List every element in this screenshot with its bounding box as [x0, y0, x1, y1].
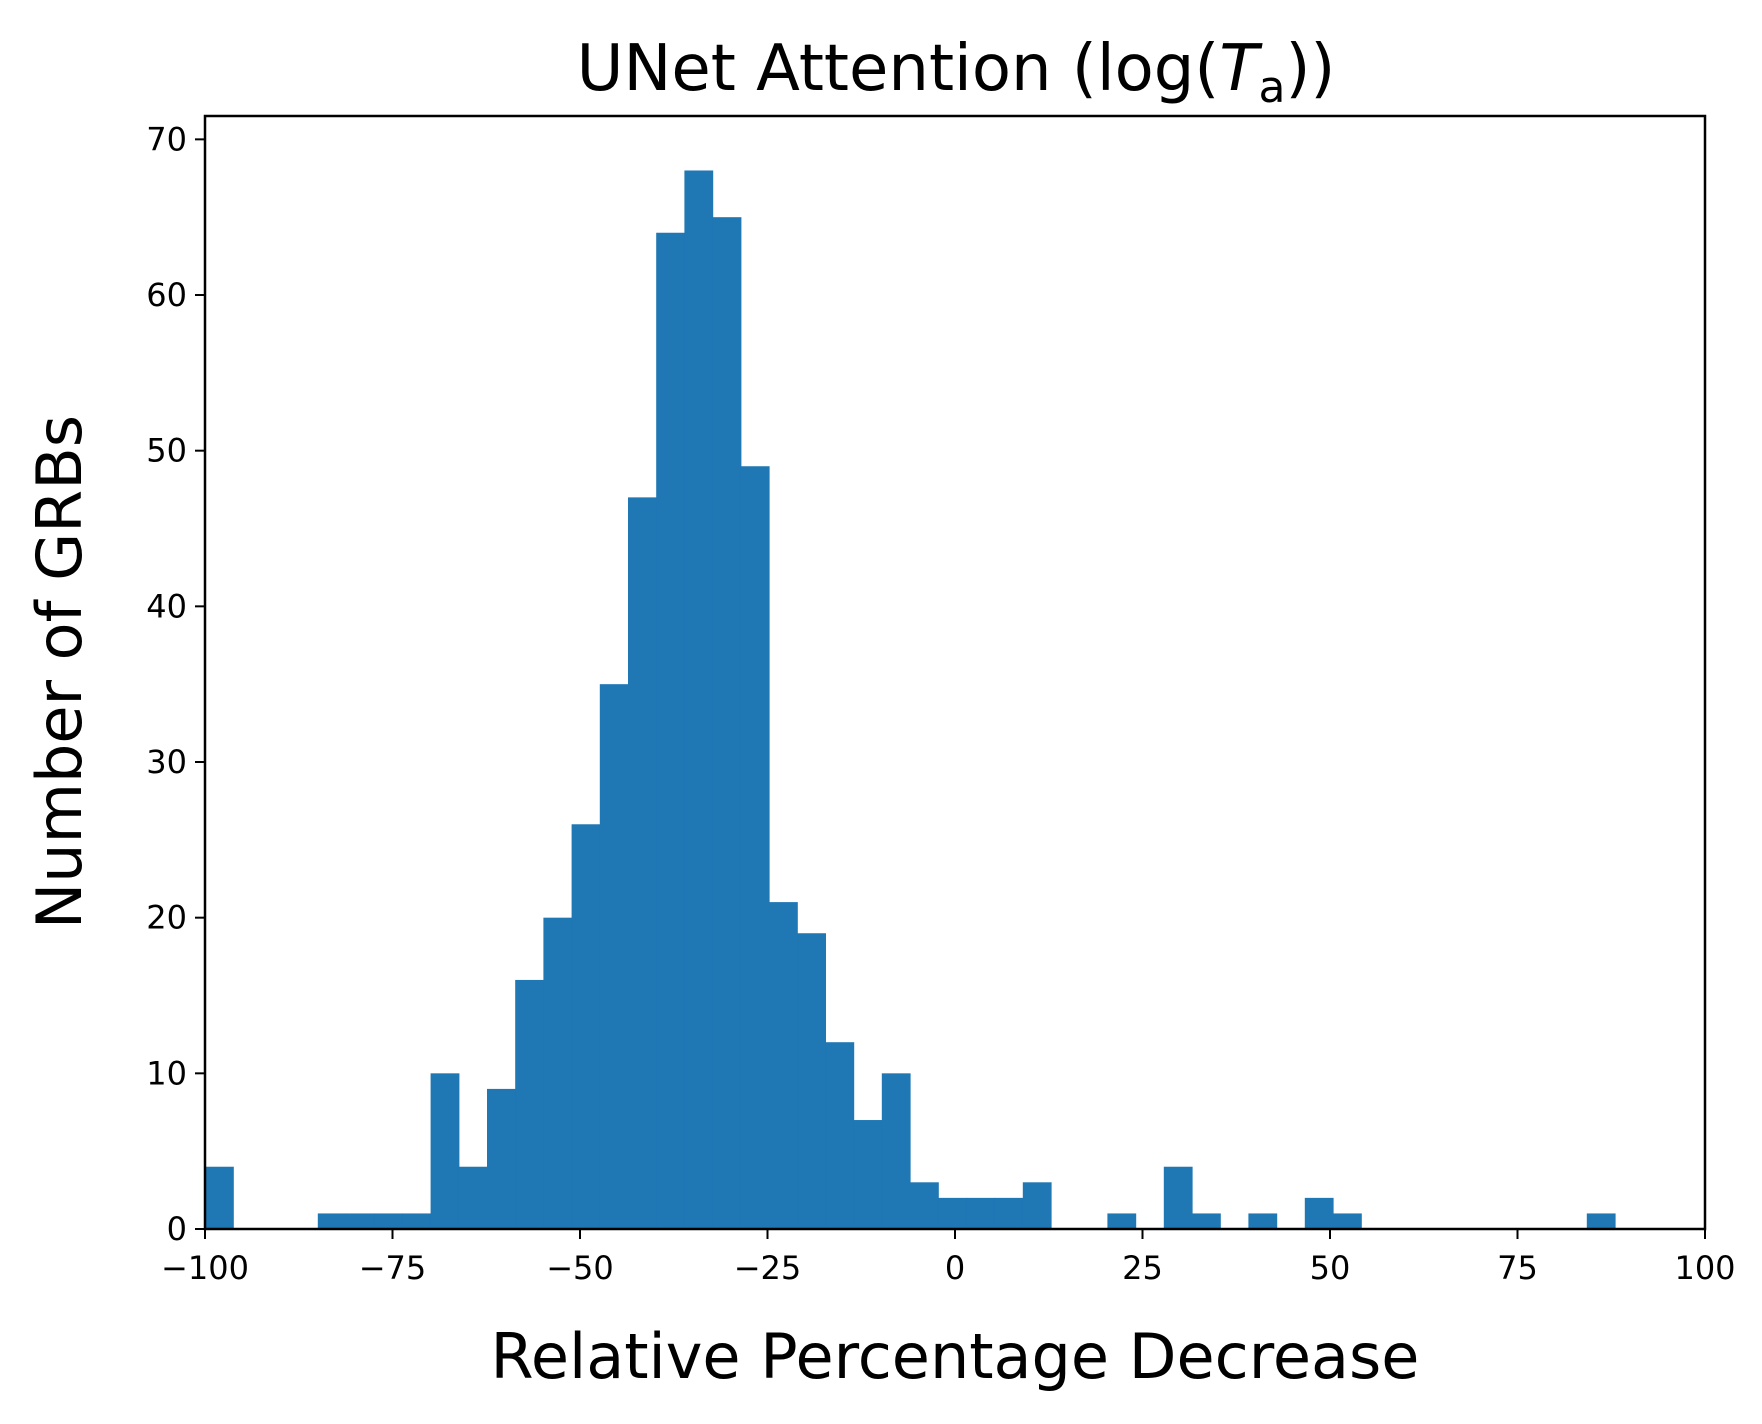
- histogram-bar: [825, 1042, 855, 1229]
- histogram-bar: [458, 1166, 488, 1229]
- x-tick-label: −25: [734, 1249, 802, 1287]
- histogram-bar: [712, 217, 742, 1229]
- histogram-bar: [1163, 1166, 1193, 1229]
- chart-title-suffix: )): [1285, 32, 1335, 106]
- x-tick-label: 100: [1674, 1249, 1735, 1287]
- histogram-bar: [571, 824, 601, 1229]
- x-tick-label: 25: [1122, 1249, 1163, 1287]
- y-tick-label: 40: [146, 587, 187, 625]
- x-axis-label: Relative Percentage Decrease: [491, 1320, 1420, 1393]
- y-tick-label: 0: [167, 1210, 187, 1248]
- histogram-bar: [346, 1213, 375, 1229]
- histogram-bar: [910, 1182, 939, 1229]
- x-tick-label: −75: [359, 1249, 427, 1287]
- histogram-bar: [994, 1197, 1024, 1229]
- histogram-bar: [853, 1120, 883, 1229]
- y-tick-label: 10: [146, 1054, 187, 1092]
- histogram-bar: [881, 1073, 911, 1229]
- histogram-bar: [797, 933, 826, 1229]
- histogram-bar: [1192, 1213, 1221, 1229]
- histogram-bar: [515, 979, 544, 1229]
- histogram-bar: [599, 684, 629, 1229]
- histogram-bar: [205, 1166, 234, 1229]
- histogram-bar: [966, 1197, 996, 1229]
- plot-frame: [203, 114, 1707, 1231]
- histogram-bar: [1248, 1213, 1278, 1229]
- y-tick-label: 50: [146, 432, 187, 470]
- y-tick-label: 30: [146, 743, 187, 781]
- y-tick-label: 20: [146, 899, 187, 937]
- histogram-bar: [684, 170, 714, 1229]
- histogram-bar: [769, 902, 798, 1229]
- histogram-bar: [656, 232, 685, 1230]
- chart-title-prefix: UNet Attention (log(: [577, 32, 1220, 106]
- x-tick-label: 0: [945, 1249, 965, 1287]
- histogram-bar: [740, 466, 770, 1229]
- y-axis-label: Number of GRBs: [23, 415, 96, 929]
- y-axis-ticks: 0 10 20 30 40 50 60 70: [146, 120, 205, 1248]
- histogram-bar: [1304, 1197, 1334, 1229]
- histogram-bar: [317, 1213, 347, 1229]
- x-tick-label: 50: [1310, 1249, 1351, 1287]
- histogram-bar: [1107, 1213, 1137, 1229]
- chart-title-symbol: T: [1219, 32, 1263, 106]
- x-tick-label: 75: [1497, 1249, 1538, 1287]
- x-tick-label: −50: [546, 1249, 614, 1287]
- histogram-bar: [1022, 1182, 1052, 1229]
- bars-group: [205, 170, 1616, 1230]
- y-tick-label: 60: [146, 276, 187, 314]
- histogram-bar: [543, 917, 573, 1229]
- histogram-bar: [628, 497, 657, 1229]
- histogram-bar: [938, 1197, 967, 1229]
- histogram-bar: [374, 1213, 403, 1229]
- histogram-bar: [487, 1088, 516, 1229]
- x-axis-ticks: −100 −75 −50 −25 0 25 50 75 100: [161, 1229, 1736, 1287]
- histogram-bar: [1333, 1213, 1362, 1229]
- x-tick-label: −100: [161, 1249, 249, 1287]
- histogram-bar: [1586, 1213, 1616, 1229]
- y-tick-label: 70: [146, 120, 187, 158]
- chart-title-subscript: a: [1258, 62, 1285, 113]
- chart-title: UNet Attention (log(Ta)): [577, 32, 1336, 113]
- histogram-bar: [430, 1073, 460, 1229]
- histogram-bar: [402, 1213, 432, 1229]
